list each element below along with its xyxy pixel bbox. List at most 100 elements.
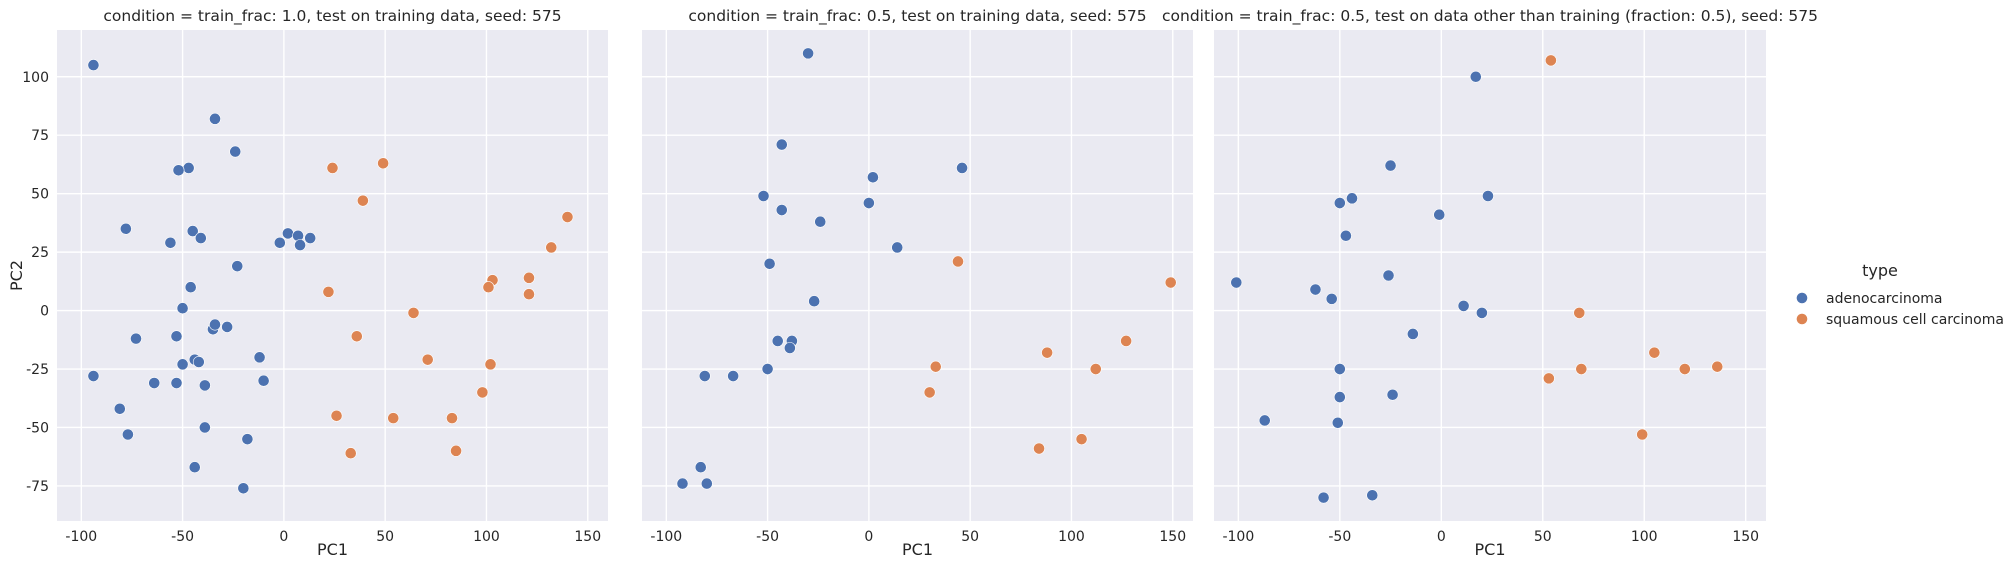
data-point: [1475, 307, 1488, 319]
series-squamous-cell-carcinoma: [923, 255, 1177, 455]
y-tick-label: 100: [22, 70, 49, 86]
x-axis-label: PC1: [902, 540, 933, 559]
data-point: [1331, 416, 1344, 429]
data-point: [545, 241, 558, 254]
data-point: [956, 162, 968, 174]
data-point: [763, 257, 776, 270]
data-point: [1333, 363, 1346, 375]
data-point: [257, 374, 270, 387]
data-point: [282, 227, 294, 240]
legend-title: type: [1862, 261, 1898, 280]
data-point: [170, 377, 183, 389]
data-point: [446, 412, 458, 425]
data-point: [1433, 208, 1446, 221]
data-point: [1542, 372, 1555, 385]
data-point: [1636, 428, 1649, 441]
data-point: [130, 332, 142, 345]
x-axis-label: PC1: [1475, 540, 1506, 559]
x-tick-label: 150: [1732, 529, 1759, 545]
data-point: [814, 215, 827, 228]
x-tick-label: 100: [473, 529, 500, 545]
data-point: [170, 330, 183, 343]
data-point: [808, 295, 821, 308]
series-adenocarcinoma: [676, 47, 968, 490]
data-point: [241, 433, 254, 446]
y-tick-label: -25: [26, 362, 49, 378]
data-point: [273, 236, 286, 249]
data-point: [1325, 292, 1338, 305]
data-point: [1386, 388, 1399, 401]
data-point: [1406, 328, 1419, 340]
y-axis-label: PC2: [7, 260, 26, 291]
data-point: [561, 211, 574, 223]
data-point: [1573, 307, 1586, 319]
x-tick-label: -50: [756, 529, 779, 545]
data-point: [1382, 269, 1395, 282]
data-point: [237, 482, 250, 495]
data-point: [421, 353, 434, 366]
data-point: [891, 241, 904, 254]
x-axis-label: PC1: [317, 540, 348, 559]
x-tick-label: -100: [650, 529, 682, 545]
data-point: [802, 47, 815, 60]
data-point: [148, 377, 161, 389]
data-point: [407, 307, 420, 319]
x-tick-label: 50: [376, 529, 394, 545]
y-tick-label: -75: [26, 479, 49, 495]
data-point: [1230, 276, 1243, 289]
data-point: [186, 225, 199, 237]
data-point: [182, 162, 195, 174]
data-point: [176, 358, 189, 371]
data-point: [1482, 190, 1494, 202]
data-point: [87, 59, 100, 71]
series-adenocarcinoma: [1230, 70, 1494, 504]
data-point: [188, 461, 201, 474]
data-point: [229, 145, 242, 158]
data-point: [172, 164, 185, 177]
x-tick-label: -50: [1328, 529, 1351, 545]
data-point: [450, 444, 462, 457]
data-point: [119, 222, 132, 235]
data-point: [1544, 54, 1557, 67]
data-point: [344, 447, 357, 460]
data-point: [1469, 70, 1482, 83]
data-point: [952, 255, 964, 268]
data-point: [727, 370, 740, 382]
panel-title: condition = train_frac: 0.5, test on dat…: [1162, 7, 1818, 26]
panel-1: -100 -50 0 50 100 150 -75 -50 -25 0 25 50 75 100 PC1 PC…: [7, 7, 608, 559]
data-point: [1575, 363, 1588, 375]
data-point: [294, 239, 306, 252]
data-point: [326, 162, 339, 174]
data-point: [775, 138, 788, 151]
data-point: [1333, 197, 1346, 209]
legend: type adenocarcinoma squamous cell carcinom…: [1796, 261, 2004, 328]
data-point: [122, 428, 134, 441]
data-point: [1041, 346, 1054, 359]
data-point: [164, 236, 177, 249]
data-point: [1089, 363, 1102, 375]
data-point: [1164, 276, 1177, 289]
data-point: [198, 379, 211, 392]
data-point: [209, 112, 221, 125]
data-point: [377, 157, 390, 170]
data-point: [1340, 229, 1352, 242]
data-point: [194, 232, 207, 244]
x-tick-label: 50: [1534, 529, 1552, 545]
data-point: [476, 386, 489, 399]
data-point: [761, 363, 774, 375]
plot-area: [1214, 30, 1766, 521]
series-squamous-cell-carcinoma: [322, 157, 574, 460]
data-point: [176, 302, 189, 315]
data-point: [1075, 433, 1088, 446]
data-point: [1346, 192, 1358, 205]
data-point: [523, 288, 535, 301]
data-point: [1678, 363, 1691, 375]
x-tick-label: -100: [1222, 529, 1254, 545]
data-point: [783, 342, 796, 354]
y-tick-label: 50: [31, 187, 49, 203]
data-point: [698, 370, 711, 382]
x-tick-label: 50: [961, 529, 979, 545]
data-point: [923, 386, 936, 399]
data-point: [330, 409, 343, 422]
